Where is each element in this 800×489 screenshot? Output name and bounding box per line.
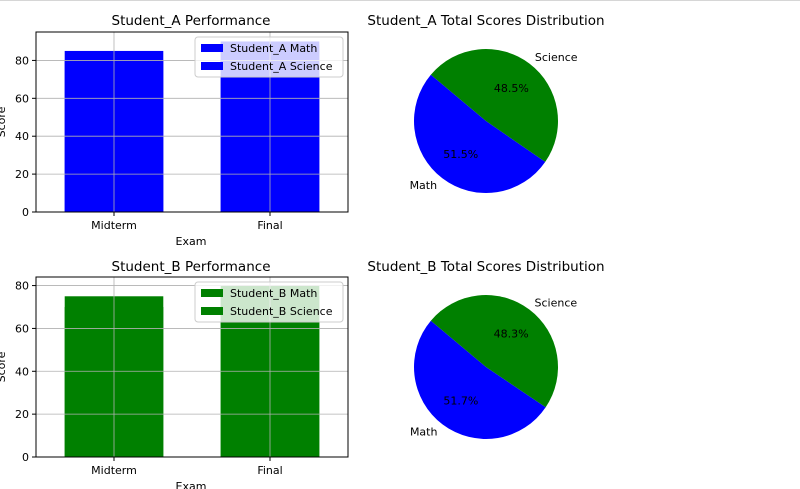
y-tick-label-a-3: 60 (15, 92, 29, 105)
y-axis-label-student-a: Score (0, 106, 8, 137)
pie-slice-a-1 (430, 48, 559, 162)
pie-pct-b-1: 48.3% (494, 328, 529, 341)
plot-frame-student-a (35, 31, 349, 213)
y-tick-label-a-1: 20 (15, 168, 29, 181)
pie-chart-student-a: Student_A Total Scores Distribution Math… (367, 13, 605, 193)
y-tick-label-b-2: 40 (15, 365, 29, 378)
y-tick-label-a-2: 40 (15, 130, 29, 143)
legend-label-b-1: Student_B Science (230, 305, 333, 318)
x-tick-label-b-0: Midterm (91, 464, 137, 477)
legend-swatch-b-1 (201, 307, 223, 315)
y-tick-label-b-4: 80 (15, 280, 29, 293)
y-tick-label-b-3: 60 (15, 322, 29, 335)
legend-box-a (194, 36, 344, 78)
chart-title-student-a-distribution: Student_A Total Scores Distribution (367, 13, 604, 29)
bar-chart-student-a: Student_A Performance Exam Score 0 20 40 60… (0, 13, 349, 248)
legend-swatch-a-0 (201, 44, 223, 52)
legend-swatch-a-1 (201, 62, 223, 70)
x-axis-label-student-b: Exam (176, 480, 207, 489)
pie-slice-b-0 (414, 320, 546, 439)
pie-slice-a-0 (414, 74, 546, 193)
plot-frame-student-b (35, 276, 349, 458)
chart-title-student-b-distribution: Student_B Total Scores Distribution (367, 259, 604, 275)
legend-label-a-1: Student_A Science (230, 60, 333, 73)
legend-student-b: Student_B Math Student_B Science (194, 281, 344, 323)
pie-pct-b-0: 51.7% (443, 394, 478, 407)
y-tick-label-b-0: 0 (22, 451, 29, 464)
pie-pct-a-1: 48.5% (494, 82, 529, 95)
pie-pct-a-0: 51.5% (443, 148, 478, 161)
y-tick-label-b-1: 20 (15, 408, 29, 421)
x-tick-label-a-0: Midterm (91, 219, 137, 232)
y-axis-label-student-b: Score (0, 351, 8, 382)
chart-title-student-a-performance: Student_A Performance (112, 13, 271, 29)
pie-label-a-1: Science (535, 51, 578, 64)
chart-title-student-b-performance: Student_B Performance (112, 259, 271, 275)
legend-box-b (194, 281, 344, 323)
x-tick-label-a-1: Final (257, 219, 282, 232)
y-tick-label-a-0: 0 (22, 206, 29, 219)
legend-label-b-0: Student_B Math (230, 287, 317, 300)
pie-chart-student-b: Student_B Total Scores Distribution Math… (367, 259, 605, 439)
y-tick-label-a-4: 80 (15, 54, 29, 67)
legend-student-a: Student_A Math Student_A Science (194, 36, 344, 78)
pie-label-a-0: Math (410, 179, 438, 192)
legend-swatch-b-0 (201, 289, 223, 297)
x-tick-label-b-1: Final (257, 464, 282, 477)
pie-slice-b-1 (430, 294, 559, 408)
pie-label-b-0: Math (410, 425, 438, 438)
legend-label-a-0: Student_A Math (230, 42, 317, 55)
pie-label-b-1: Science (535, 297, 578, 310)
top-border-line (0, 0, 800, 1)
x-axis-label-student-a: Exam (176, 235, 207, 248)
bar-chart-student-b: Student_B Performance Exam Score 0 20 40 60… (0, 259, 349, 489)
